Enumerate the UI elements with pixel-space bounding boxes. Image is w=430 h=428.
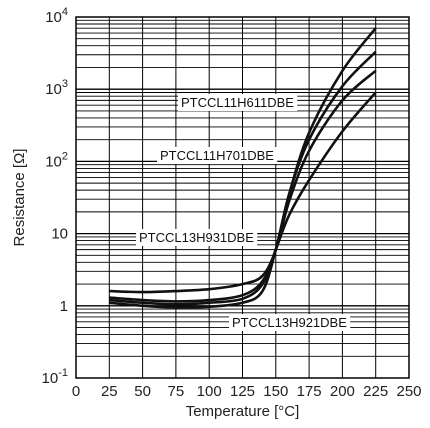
y-tick-label: 103: [45, 78, 68, 98]
series-labels: PTCCL11H611DBE PTCCL11H701DBE PTCCL13H931D…: [136, 94, 351, 331]
x-tick-label: 0: [72, 383, 80, 400]
series-label-bg: [229, 314, 351, 331]
series-label-text: PTCCL11H611DBE: [181, 95, 294, 110]
x-axis-title: Temperature [°C]: [186, 403, 300, 420]
series-label: PTCCL13H921DBE: [229, 314, 351, 331]
y-tick-label: 1: [60, 298, 68, 315]
y-tick-label: 10: [51, 226, 68, 243]
series-line: [109, 69, 377, 294]
x-tick-label: 25: [101, 383, 118, 400]
y-tick-label: 104: [45, 6, 68, 26]
series-label-text: PTCCL13H931DBE: [139, 230, 254, 245]
series-label-text: PTCCL11H701DBE: [160, 148, 274, 163]
series-line: [109, 91, 377, 306]
series-line: [109, 27, 377, 309]
plot-frame: [75, 16, 410, 379]
x-tick-label: 150: [263, 383, 288, 400]
x-tick-label: 200: [330, 383, 355, 400]
x-tick-label: 225: [363, 383, 388, 400]
series-label: PTCCL11H611DBE: [178, 94, 298, 111]
series-lines: [109, 27, 377, 309]
y-tick-label: 102: [45, 150, 68, 170]
series-label-bg: [178, 94, 298, 111]
x-tick-label: 100: [197, 383, 222, 400]
x-tick-label: 175: [297, 383, 322, 400]
x-tick-label: 250: [396, 383, 421, 400]
tick-labels: 0 25 50 75 100 125 150 175 200 225 250 10-1 1 10 102 10…: [42, 6, 422, 400]
series-label-text: PTCCL13H921DBE: [232, 315, 347, 330]
y-tick-label: 10-1: [42, 367, 68, 387]
x-tick-label: 75: [168, 383, 185, 400]
x-tick-label: 125: [230, 383, 255, 400]
series-label: PTCCL11H701DBE: [157, 147, 278, 164]
y-axis-title: Resistance [Ω]: [11, 149, 28, 247]
series-label-bg: [136, 229, 258, 246]
x-tick-label: 50: [134, 383, 151, 400]
series-label: PTCCL13H931DBE: [136, 229, 258, 246]
series-label-bg: [157, 147, 278, 164]
series-line: [109, 50, 377, 303]
